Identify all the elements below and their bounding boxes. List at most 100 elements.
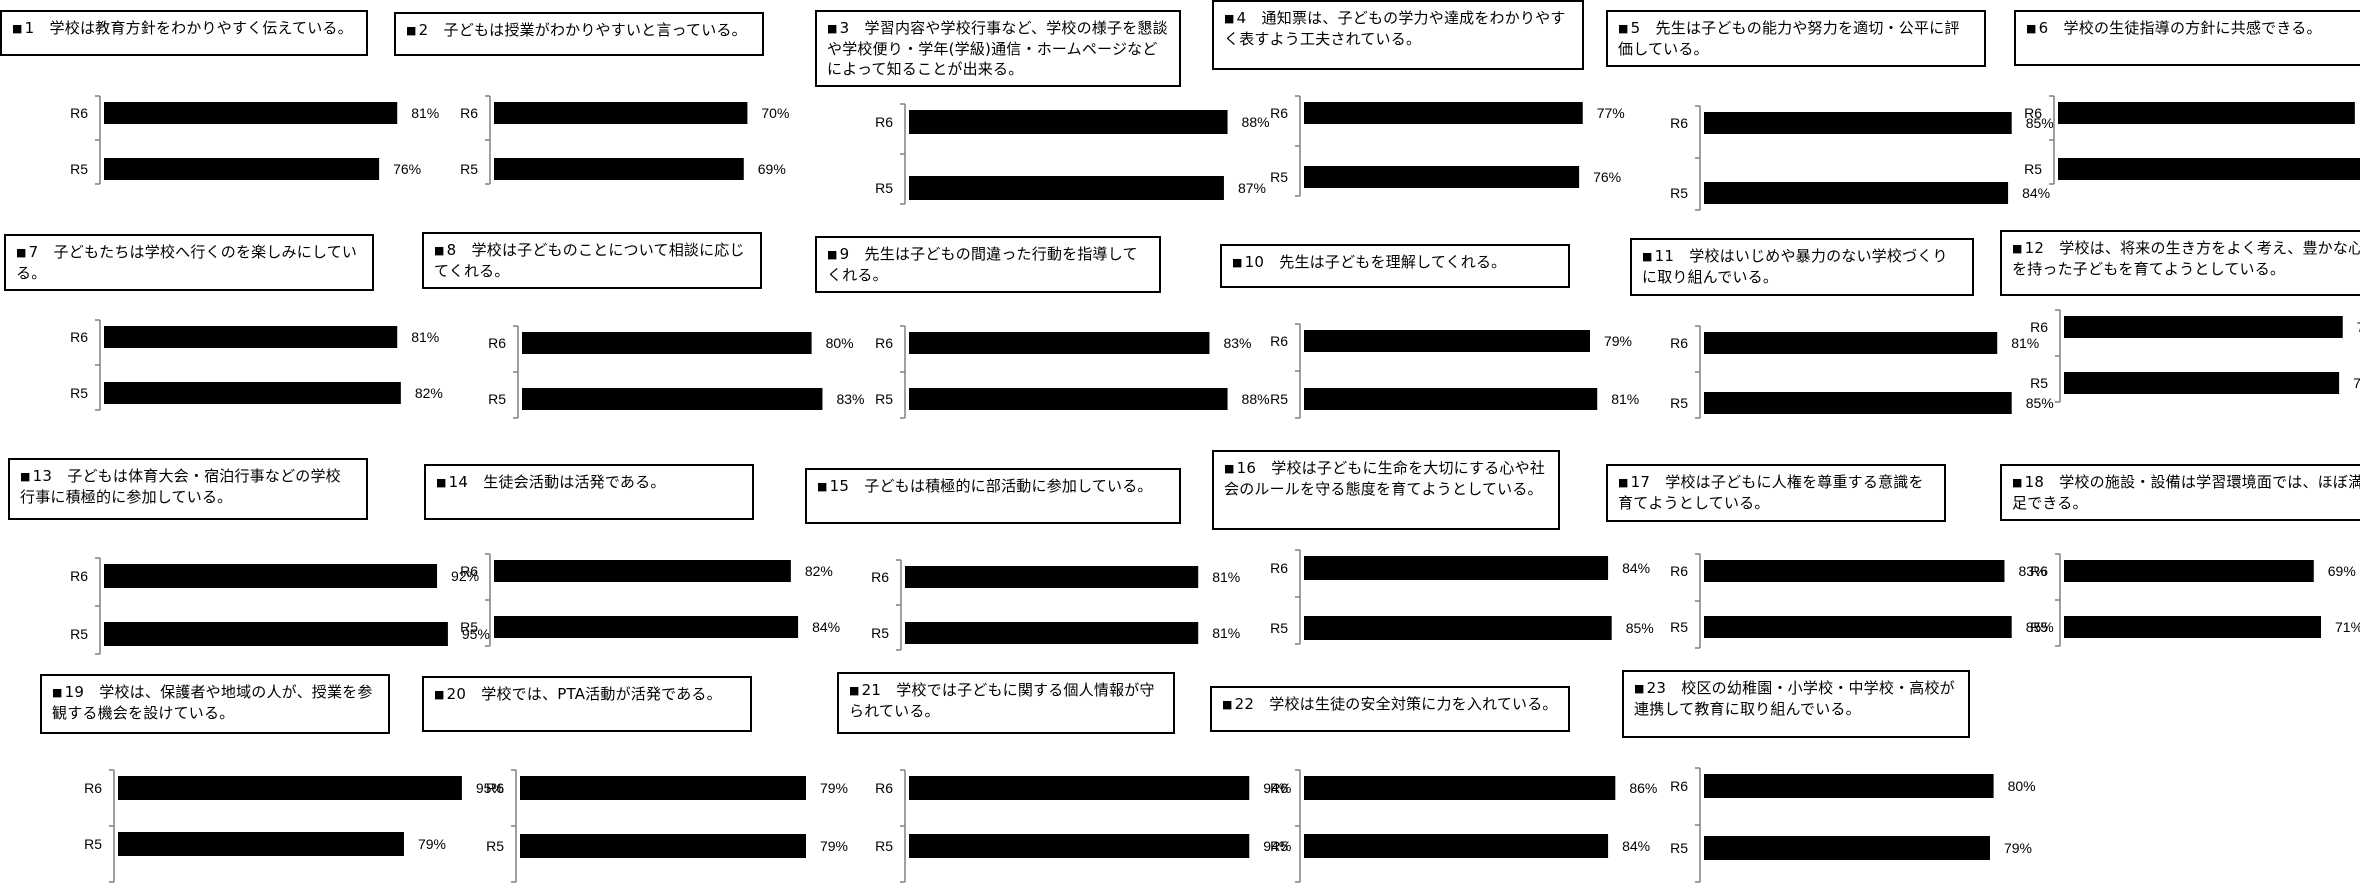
chart-title: 10 先生は子どもを理解してくれる。 (1244, 253, 1507, 271)
data-label: 87% (1238, 180, 1266, 196)
bar-r5 (905, 622, 1199, 644)
chart-title-box: ■ 11 学校はいじめや暴力のない学校づくりに取り組んでいる。 (1630, 238, 1974, 296)
chart-title: 9 先生は子どもの間違った行動を指導してくれる。 (827, 245, 1138, 284)
square-bullet-icon: ■ (12, 22, 23, 35)
bar-r6 (104, 564, 438, 588)
category-label: R6 (486, 780, 504, 796)
chart-title-box: ■ 4 通知票は、子どもの学力や達成をわかりやすく表すよう工夫されている。 (1212, 0, 1584, 70)
square-bullet-icon: ■ (1634, 682, 1645, 695)
bar-r5 (1704, 616, 2012, 638)
bar-chart: R6 83%R5 85% (1670, 553, 2054, 649)
square-bullet-icon: ■ (52, 686, 63, 699)
data-label: 81% (1212, 569, 1240, 585)
chart-title: 2 子どもは授業がわかりやすいと言っている。 (418, 21, 747, 39)
category-label: R6 (1670, 778, 1688, 794)
chart-title: 12 学校は、将来の生き方をよく考え、豊かな心を持った子どもを育てようとしている… (2012, 239, 2360, 278)
category-label: R6 (1670, 563, 1688, 579)
data-label: 79% (1604, 333, 1632, 349)
square-bullet-icon: ■ (1618, 476, 1629, 489)
data-label: 79% (820, 780, 848, 796)
data-label: 85% (2026, 395, 2054, 411)
data-label: 79% (820, 838, 848, 854)
category-label: R6 (84, 780, 102, 796)
bar-r5 (1304, 388, 1598, 410)
category-label: R5 (2024, 161, 2042, 177)
bar-r6 (1304, 556, 1609, 580)
chart-title-box: ■ 15 子どもは積極的に部活動に参加している。 (805, 468, 1181, 524)
data-label: 79% (2004, 840, 2032, 856)
data-label: 85% (2026, 115, 2054, 131)
category-label: R5 (460, 619, 478, 635)
bar-r5 (104, 382, 401, 404)
square-bullet-icon: ■ (1618, 22, 1629, 35)
data-label: 94% (1263, 780, 1291, 796)
square-bullet-icon: ■ (827, 22, 838, 35)
data-label: 81% (411, 329, 439, 345)
category-label: R6 (460, 105, 478, 121)
chart-title-box: ■ 1 学校は教育方針をわかりやすく伝えている。 (0, 10, 368, 56)
chart-title-box: ■ 2 子どもは授業がわかりやすいと言っている。 (394, 12, 764, 56)
category-label: R5 (1670, 185, 1688, 201)
data-label: 80% (826, 335, 854, 351)
category-label: R5 (871, 625, 889, 641)
bar-chart: R6 69% R5 71% (2030, 553, 2360, 647)
bar-chart: R6 86% R5 84% (1270, 769, 1657, 883)
chart-title: 22 学校は生徒の安全対策に力を入れている。 (1234, 695, 1558, 713)
bar-r5 (2058, 158, 2360, 180)
data-label: 76% (1593, 169, 1621, 185)
data-label: 88% (1242, 114, 1270, 130)
chart-title-box: ■ 21 学校では子どもに関する個人情報が守られている。 (837, 672, 1175, 734)
category-label: R6 (488, 335, 506, 351)
bar-r6 (1704, 774, 1994, 798)
data-label: 84% (2022, 185, 2050, 201)
bar-r5 (909, 176, 1224, 200)
bar-r5 (104, 622, 448, 646)
bar-chart: R6 95%R5 79% (84, 769, 504, 883)
chart-panel: R6 79% R5 79% ■ 20 学校では、PTA活動が活発である。 (390, 666, 848, 888)
square-bullet-icon: ■ (434, 688, 445, 701)
data-label: 85% (1626, 620, 1654, 636)
chart-title: 5 先生は子どもの能力や努力を適切・公平に評価している。 (1618, 19, 1960, 58)
chart-title-box: ■ 3 学習内容や学校行事など、学校の様子を懇談や学校便り・学年(学級)通信・ホー… (815, 10, 1181, 87)
bar-r5 (118, 832, 404, 856)
category-label: R6 (2030, 319, 2048, 335)
data-label: 80% (2008, 778, 2036, 794)
bar-chart: R6 81% R5 76% (70, 95, 439, 185)
chart-panel: R6 85% R5 84% ■ 5 先生は子どもの能力や努力を適切・公平に評価している。 (1600, 0, 2054, 222)
chart-title-box: ■ 18 学校の施設・設備は学習環境面では、ほぼ満足できる。 (2000, 464, 2360, 521)
data-label: 71% (2335, 619, 2360, 635)
bar-r5 (520, 834, 806, 858)
square-bullet-icon: ■ (1232, 256, 1243, 269)
square-bullet-icon: ■ (1222, 698, 1233, 711)
category-label: R5 (1270, 391, 1288, 407)
chart-title-box: ■ 5 先生は子どもの能力や努力を適切・公平に評価している。 (1606, 10, 1986, 67)
category-label: R5 (875, 391, 893, 407)
bar-r5 (909, 388, 1228, 410)
bar-chart: R6 70% R5 69% (460, 95, 789, 185)
chart-title: 18 学校の施設・設備は学習環境面では、ほぼ満足できる。 (2012, 473, 2360, 512)
chart-title: 23 校区の幼稚園・小学校・中学校・高校が連携して教育に取り組んでいる。 (1634, 679, 1955, 718)
bar-r5 (494, 158, 744, 180)
bar-r6 (2064, 560, 2314, 582)
chart-title-box: ■ 7 子どもたちは学校へ行くのを楽しみにしている。 (4, 234, 374, 291)
category-label: R6 (70, 105, 88, 121)
data-label: 81% (411, 105, 439, 121)
bar-r5 (1704, 182, 2009, 204)
data-label: 88% (1242, 391, 1270, 407)
bar-r6 (1304, 330, 1590, 352)
chart-title-box: ■ 17 学校は子どもに人権を尊重する意識を育てようとしている。 (1606, 464, 1946, 522)
data-label: 84% (1622, 560, 1650, 576)
bar-r6 (522, 332, 812, 354)
chart-title-box: ■ 13 子どもは体育大会・宿泊行事などの学校行事に積極的に参加している。 (8, 458, 368, 520)
data-label: 69% (758, 161, 786, 177)
chart-panel: R6 94% R5 94% ■ 21 学校では子どもに関する個人情報が守られている。 (805, 666, 1291, 888)
chart-title-box: ■ 22 学校は生徒の安全対策に力を入れている。 (1210, 686, 1570, 732)
category-label: R5 (70, 161, 88, 177)
category-label: R5 (460, 161, 478, 177)
bar-chart: R6 80% R5 79% (1670, 767, 2036, 883)
category-label: R5 (488, 391, 506, 407)
category-label: R5 (84, 836, 102, 852)
bar-chart: R6 81% R5 82% (70, 319, 443, 411)
